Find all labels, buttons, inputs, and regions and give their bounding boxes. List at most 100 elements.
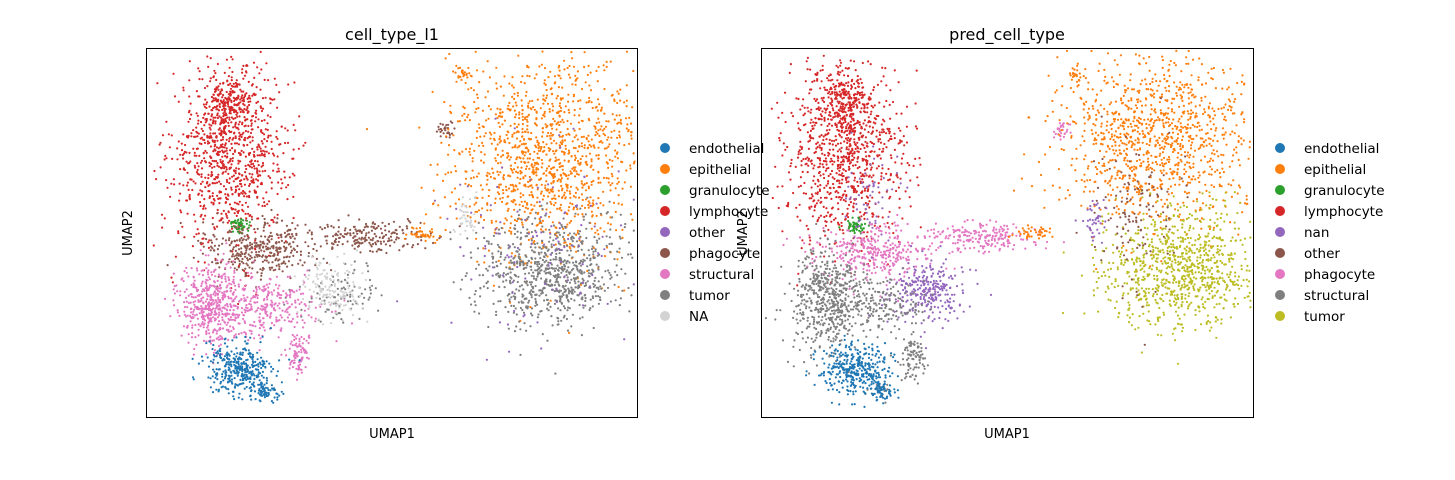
scatter-point	[584, 198, 588, 201]
scatter-point	[520, 150, 524, 153]
scatter-point	[304, 285, 307, 288]
scatter-point	[268, 277, 271, 280]
scatter-point	[527, 238, 531, 241]
scatter-point	[239, 133, 242, 136]
scatter-point	[229, 289, 232, 292]
scatter-point	[225, 138, 228, 141]
scatter-point	[292, 254, 295, 257]
scatter-point	[214, 122, 217, 125]
scatter-point	[588, 143, 591, 147]
scatter-point	[314, 262, 317, 265]
scatter-point	[205, 307, 208, 311]
scatter-point	[445, 135, 448, 138]
scatter-point	[318, 293, 321, 296]
scatter-point	[515, 158, 518, 161]
scatter-point	[170, 276, 173, 279]
scatter-point	[199, 325, 202, 328]
scatter-point	[234, 117, 237, 120]
scatter-point	[462, 75, 465, 78]
scatter-point	[275, 320, 278, 323]
scatter-point	[582, 215, 586, 218]
scatter-point	[215, 181, 219, 184]
scatter-point	[190, 113, 193, 116]
scatter-point	[255, 309, 259, 312]
scatter-point	[200, 127, 203, 130]
scatter-point	[559, 146, 562, 149]
scatter-point	[523, 210, 526, 213]
scatter-point	[578, 317, 582, 320]
scatter-point	[543, 261, 546, 264]
scatter-point	[539, 219, 542, 223]
scatter-point	[618, 114, 621, 117]
scatter-point	[202, 116, 205, 119]
scatter-point	[208, 305, 211, 308]
scatter-point	[445, 124, 448, 127]
scatter-point	[596, 132, 599, 135]
scatter-point	[224, 120, 228, 123]
scatter-point	[364, 234, 368, 237]
scatter-point	[228, 181, 231, 185]
scatter-point	[530, 191, 533, 194]
scatter-point	[246, 264, 249, 267]
scatter-point	[563, 314, 566, 317]
scatter-point	[544, 184, 547, 187]
scatter-point	[262, 245, 265, 248]
scatter-point	[170, 182, 173, 185]
scatter-point	[624, 222, 627, 226]
scatter-point	[566, 309, 569, 312]
scatter-point	[261, 255, 264, 258]
scatter-point	[277, 259, 280, 262]
scatter-point	[581, 272, 584, 275]
scatter-point	[272, 162, 275, 165]
scatter-point	[264, 169, 267, 172]
scatter-point	[344, 288, 347, 291]
scatter-point	[311, 237, 314, 240]
scatter-point	[614, 155, 617, 158]
scatter-point	[589, 257, 592, 260]
scatter-point	[565, 260, 568, 263]
scatter-point	[632, 283, 635, 286]
scatter-point	[560, 271, 563, 274]
scatter-point	[581, 263, 584, 266]
scatter-point	[465, 73, 468, 77]
scatter-point	[384, 225, 387, 228]
scatter-point	[327, 288, 330, 291]
scatter-point	[283, 231, 286, 234]
scatter-point	[240, 224, 243, 227]
scatter-point	[354, 228, 357, 231]
scatter-point	[581, 242, 584, 245]
scatter-point	[213, 160, 216, 163]
scatter-point	[222, 209, 225, 212]
scatter-point	[233, 336, 236, 339]
scatter-point	[600, 287, 603, 290]
scatter-point	[223, 109, 226, 112]
scatter-point	[561, 165, 564, 168]
scatter-point	[509, 281, 512, 284]
scatter-point	[306, 269, 309, 272]
scatter-point	[371, 242, 375, 246]
scatter-point	[234, 208, 237, 211]
scatter-point	[226, 303, 229, 306]
scatter-point	[295, 352, 298, 355]
scatter-point	[350, 263, 353, 266]
scatter-point	[253, 228, 256, 231]
scatter-point	[191, 188, 194, 192]
scatter-point	[361, 302, 364, 305]
scatter-point	[209, 308, 212, 311]
scatter-point	[606, 138, 609, 141]
scatter-point	[469, 251, 472, 254]
scatter-point	[226, 321, 229, 324]
scatter-point	[201, 237, 204, 240]
scatter-point	[218, 180, 221, 183]
scatter-point	[590, 247, 594, 251]
scatter-point	[239, 88, 242, 91]
scatter-point	[367, 270, 370, 273]
scatter-point	[580, 270, 583, 273]
scatter-point	[412, 244, 415, 247]
scatter-point	[267, 79, 270, 82]
scatter-point	[525, 266, 528, 269]
scatter-point	[504, 256, 507, 259]
scatter-point	[600, 106, 604, 109]
scatter-point	[541, 50, 544, 53]
scatter-point	[397, 237, 400, 240]
